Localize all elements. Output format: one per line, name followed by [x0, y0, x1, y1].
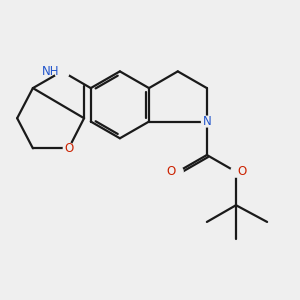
Circle shape [63, 143, 74, 154]
Text: N: N [202, 115, 211, 128]
Circle shape [55, 64, 69, 79]
Circle shape [172, 167, 183, 177]
Circle shape [202, 116, 212, 127]
Circle shape [231, 167, 241, 177]
Text: NH: NH [42, 65, 59, 78]
Text: O: O [64, 142, 73, 155]
Text: O: O [167, 165, 176, 178]
Text: O: O [238, 165, 247, 178]
